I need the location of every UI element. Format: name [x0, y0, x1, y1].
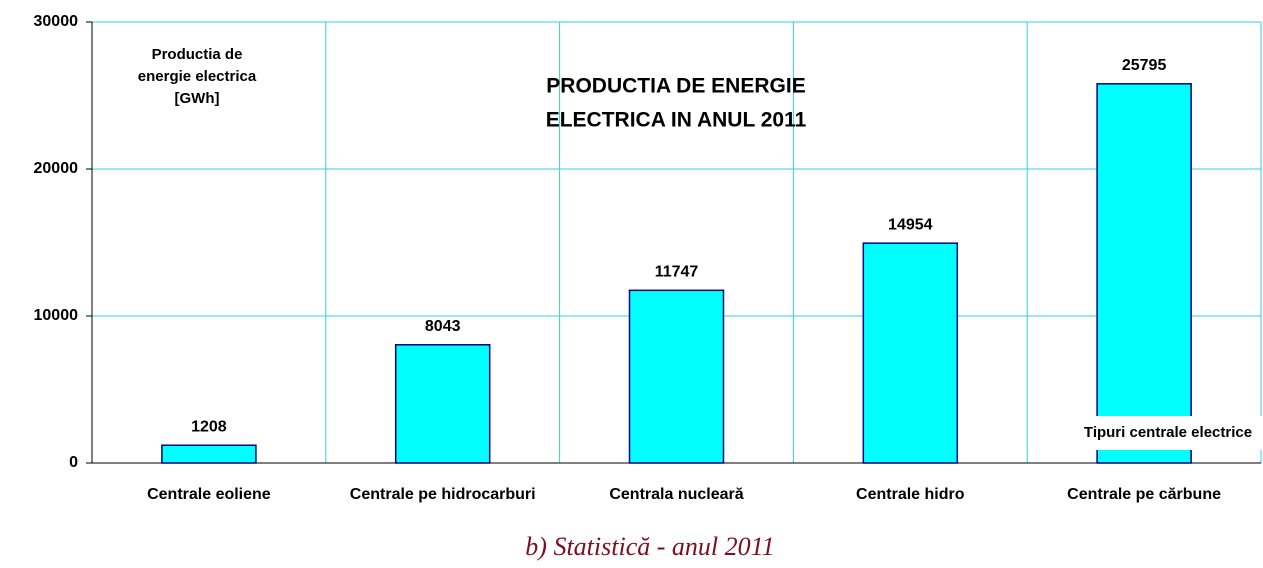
- value-label: 14954: [888, 216, 933, 233]
- value-label: 11747: [655, 264, 699, 281]
- value-label: 8043: [425, 318, 461, 335]
- y-axis-label: energie electrica: [138, 68, 257, 85]
- x-tick-label: Centrale hidro: [856, 486, 965, 503]
- y-tick-label: 10000: [34, 307, 79, 324]
- bar: [1096, 83, 1192, 464]
- caption: b) Statistică - anul 2011: [525, 532, 775, 561]
- x-axis-label: Tipuri centrale electrice: [1084, 424, 1252, 441]
- bar: [628, 289, 725, 464]
- y-axis-label: [GWh]: [175, 90, 220, 107]
- chart-title: PRODUCTIA DE ENERGIE: [546, 75, 805, 98]
- bar: [862, 242, 959, 464]
- value-label: 1208: [191, 418, 227, 435]
- bar: [161, 444, 257, 464]
- chart-title: ELECTRICA IN ANUL 2011: [546, 109, 807, 132]
- x-tick-label: Centrale eoliene: [147, 486, 271, 503]
- x-tick-label: Centrale pe hidrocarburi: [349, 486, 536, 503]
- y-tick-label: 20000: [34, 160, 79, 177]
- x-tick-label: Centrala nucleară: [609, 486, 744, 503]
- value-label: 25795: [1122, 57, 1167, 74]
- y-axis-label: Productia de: [152, 46, 243, 63]
- y-tick-label: 0: [69, 454, 78, 471]
- bar: [394, 344, 491, 464]
- x-label-bg: [1070, 416, 1263, 450]
- y-tick-label: 30000: [34, 13, 79, 30]
- x-tick-label: Centrale pe cărbune: [1067, 486, 1221, 503]
